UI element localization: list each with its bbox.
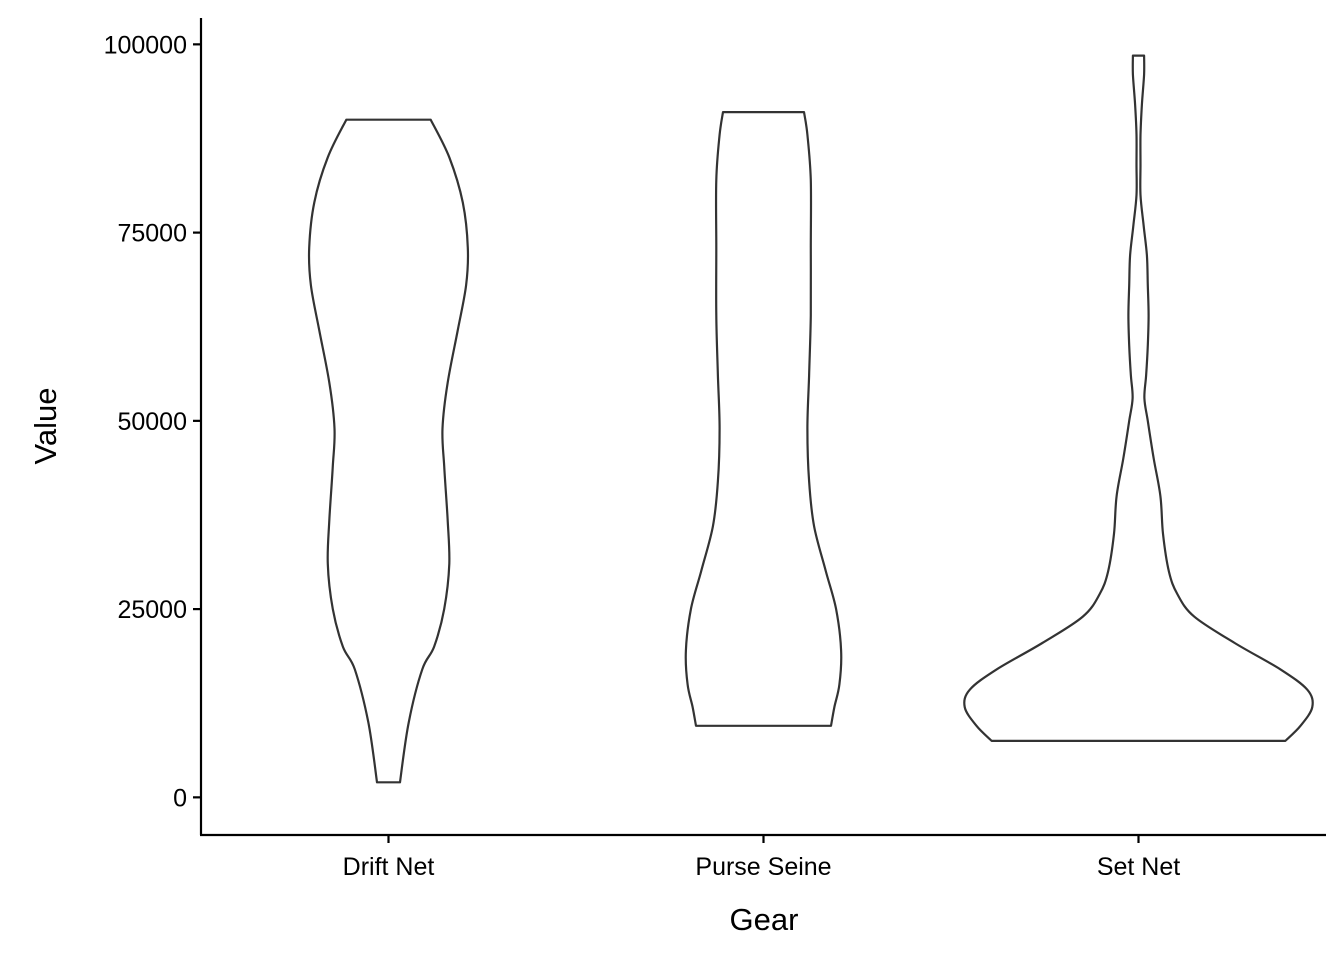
y-tick-label: 100000 <box>104 31 187 59</box>
y-axis-ticks: 0 25000 50000 75000 100000 <box>104 31 201 812</box>
violin-set-net <box>963 54 1314 742</box>
y-tick-label: 50000 <box>117 408 187 436</box>
y-axis-title: Value <box>28 388 63 465</box>
y-tick-label: 25000 <box>117 596 187 624</box>
x-tick-label: Drift Net <box>343 853 435 881</box>
y-tick-label: 0 <box>173 784 187 812</box>
violin-drift-net <box>307 118 470 784</box>
x-tick-label: Purse Seine <box>695 853 831 881</box>
x-axis-ticks: Drift Net Purse Seine Set Net <box>343 835 1180 881</box>
x-tick-label: Set Net <box>1097 853 1180 881</box>
violins-layer <box>307 54 1314 784</box>
violin-purse-seine <box>684 111 843 727</box>
y-tick-label: 75000 <box>117 220 187 248</box>
x-axis-title: Gear <box>730 902 799 937</box>
